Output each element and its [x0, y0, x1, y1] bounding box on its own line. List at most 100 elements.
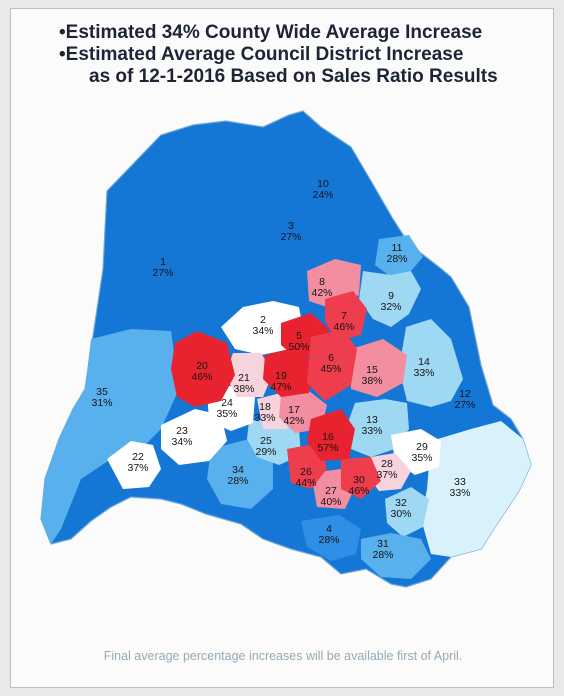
district-11-label: 11 28% [386, 242, 407, 265]
district-number: 2 [260, 314, 266, 326]
district-15-label: 15 38% [361, 364, 382, 387]
district-number: 3 [288, 220, 294, 232]
district-number: 32 [395, 497, 407, 509]
district-3-label: 3 27% [280, 220, 301, 243]
district-2-label: 2 34% [252, 314, 273, 337]
district-increase: 28% [318, 534, 339, 546]
district-32-label: 32 30% [390, 497, 411, 520]
district-increase: 29% [255, 446, 276, 458]
district-9-label: 9 32% [380, 290, 401, 313]
district-33-label: 33 33% [449, 476, 470, 499]
district-number: 19 [275, 370, 287, 382]
district-12-label: 12 27% [454, 388, 475, 411]
district-number: 16 [322, 431, 334, 443]
district-increase: 35% [411, 452, 432, 464]
district-increase: 46% [191, 371, 212, 383]
district-14-area [399, 319, 463, 407]
district-35-label: 35 31% [91, 386, 112, 409]
district-23-area [161, 409, 227, 465]
district-increase: 27% [152, 267, 173, 279]
district-increase: 47% [270, 381, 291, 393]
header-line-district-average: •Estimated Average Council District Incr… [59, 44, 464, 65]
district-increase: 31% [91, 397, 112, 409]
district-increase: 38% [233, 383, 254, 395]
district-30-label: 30 46% [348, 474, 369, 497]
district-increase: 44% [295, 477, 316, 489]
district-increase: 37% [127, 462, 148, 474]
district-number: 23 [176, 425, 188, 437]
district-increase: 57% [317, 442, 338, 454]
map-card: •Estimated 34% County Wide Average Incre… [10, 8, 554, 688]
district-number: 20 [196, 360, 208, 372]
district-24-label: 24 35% [216, 397, 237, 420]
district-16-label: 16 57% [317, 431, 338, 454]
district-21-label: 21 38% [233, 372, 254, 395]
district-15-area [351, 339, 407, 397]
district-increase: 27% [454, 399, 475, 411]
district-increase: 45% [320, 363, 341, 375]
district-increase: 40% [320, 496, 341, 508]
district-number: 31 [377, 538, 389, 550]
district-20-label: 20 46% [191, 360, 212, 383]
district-33-area [421, 421, 531, 557]
district-number: 35 [96, 386, 108, 398]
district-number: 9 [388, 290, 394, 302]
district-28-label: 28 37% [376, 458, 397, 481]
district-number: 7 [341, 310, 347, 322]
district-6-area [307, 329, 357, 401]
district-18-label: 18 33% [254, 401, 275, 424]
district-number: 27 [325, 485, 337, 497]
district-32-area [385, 487, 429, 537]
district-16-area [307, 409, 355, 461]
district-number: 14 [418, 356, 430, 368]
district-number: 28 [381, 458, 393, 470]
district-number: 29 [416, 441, 428, 453]
district-increase: 34% [171, 436, 192, 448]
district-21-area [225, 353, 273, 397]
district-number: 11 [392, 242, 403, 254]
district-map: 1 27%2 34%3 27%4 28%5 50%6 45%7 46%8 42% 9 32%10 24… [40, 110, 532, 588]
district-10-label: 10 24% [312, 178, 333, 201]
district-25-label: 25 29% [255, 435, 276, 458]
district-number: 34 [232, 464, 244, 476]
district-11-area [375, 235, 423, 277]
district-increase: 33% [361, 425, 382, 437]
district-34-area [207, 439, 273, 509]
district-number: 6 [328, 352, 334, 364]
district-23-label: 23 34% [171, 425, 192, 448]
district-number: 30 [353, 474, 365, 486]
district-increase: 38% [361, 375, 382, 387]
district-increase: 46% [333, 321, 354, 333]
district-increase: 28% [386, 253, 407, 265]
district-increase: 28% [227, 475, 248, 487]
district-increase: 46% [348, 485, 369, 497]
district-number: 25 [260, 435, 272, 447]
district-30-area [341, 457, 381, 499]
district-number: 15 [366, 364, 378, 376]
district-number: 10 [317, 178, 329, 190]
header-line-date-basis: as of 12-1-2016 Based on Sales Ratio Res… [89, 66, 498, 87]
district-increase: 42% [311, 287, 332, 299]
district-increase: 33% [449, 487, 470, 499]
district-increase: 37% [376, 469, 397, 481]
district-7-label: 7 46% [333, 310, 354, 333]
district-increase: 30% [390, 508, 411, 520]
district-number: 26 [300, 466, 312, 478]
district-19-area [263, 347, 315, 397]
district-6-label: 6 45% [320, 352, 341, 375]
district-14-label: 14 33% [413, 356, 434, 379]
district-34-label: 34 28% [227, 464, 248, 487]
district-4-area [301, 515, 361, 561]
district-5-label: 5 50% [288, 330, 309, 353]
district-26-label: 26 44% [295, 466, 316, 489]
district-labels: 1 27%2 34%3 27%4 28%5 50%6 45%7 46%8 42% 9 32%10 24… [91, 178, 475, 561]
footer-note: Final average percentage increases will … [103, 649, 463, 663]
district-number: 18 [259, 401, 271, 413]
district-20-area [171, 331, 235, 407]
district-22-area [107, 441, 161, 489]
district-increase: 24% [312, 189, 333, 201]
district-number: 24 [221, 397, 233, 409]
district-increase: 27% [280, 231, 301, 243]
district-13-label: 13 33% [361, 414, 382, 437]
district-number: 12 [459, 388, 471, 400]
